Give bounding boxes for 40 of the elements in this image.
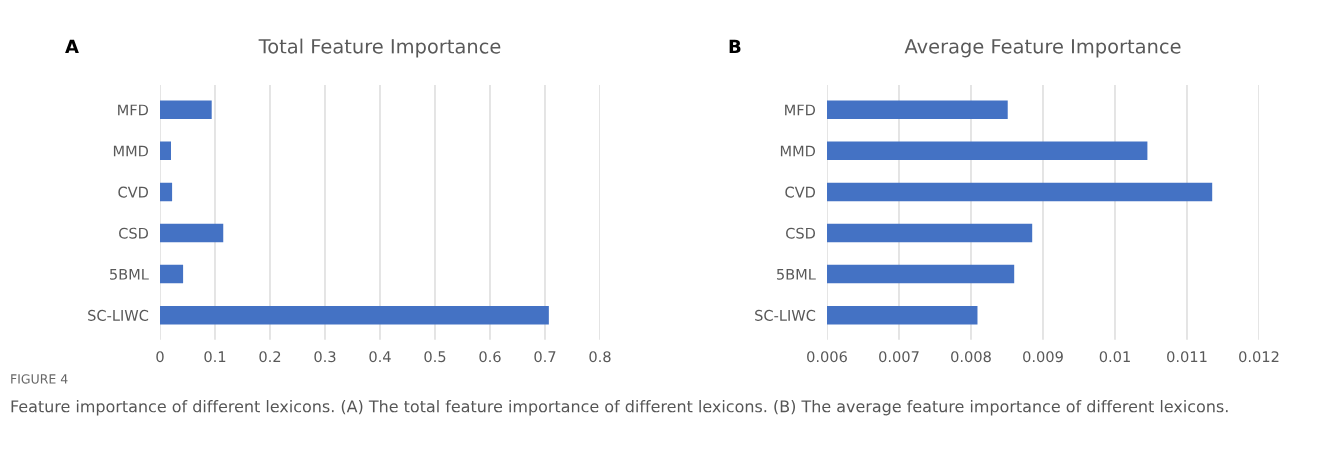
x-tick-label: 0.012 bbox=[1239, 351, 1279, 363]
y-tick-label: CSD bbox=[786, 227, 816, 239]
x-tick-label: 0.8 bbox=[589, 351, 611, 363]
bar bbox=[160, 141, 171, 161]
bar bbox=[160, 264, 184, 284]
text: B bbox=[729, 39, 741, 53]
y-tick-label: MFD bbox=[118, 104, 149, 116]
caption: FIGURE 4 bbox=[11, 374, 68, 384]
y-tick-label: CVD bbox=[785, 186, 816, 198]
x-tick-label: 0.01 bbox=[1099, 351, 1130, 363]
y-tick-label: SC-LIWC bbox=[88, 309, 149, 321]
x-tick-label: 0 bbox=[156, 351, 164, 363]
x-tick-label: 0.006 bbox=[807, 351, 847, 363]
chart-title: Average Feature Importance bbox=[904, 39, 1181, 58]
x-tick-label: 0.009 bbox=[1023, 351, 1063, 363]
y-tick-label: CSD bbox=[119, 227, 149, 239]
x-tick-label: 0.008 bbox=[951, 351, 991, 363]
chart-title: Total Feature Importance bbox=[258, 38, 501, 58]
x-tick-label: 0.6 bbox=[479, 351, 501, 363]
x-tick-label: 0.1 bbox=[204, 351, 226, 363]
x-tick-label: 0.007 bbox=[879, 351, 919, 363]
bar bbox=[160, 100, 212, 119]
y-tick-label: SC-LIWC bbox=[755, 309, 816, 321]
y-tick-label: 5BML bbox=[777, 268, 816, 280]
y-tick-label: MMD bbox=[780, 145, 816, 157]
y-tick-label: 5BML bbox=[110, 268, 149, 280]
x-tick-label: 0.2 bbox=[259, 351, 281, 363]
bar bbox=[160, 182, 173, 202]
x-tick-label: 0.4 bbox=[369, 351, 391, 363]
x-tick-label: 0.7 bbox=[534, 351, 556, 363]
bar bbox=[160, 223, 224, 243]
text: Feature importance of different lexicons. (A) The total feature importance of different lexicons. (B) The average feature importance of different lexicons. bbox=[11, 400, 1228, 416]
x-tick-label: 0.3 bbox=[314, 351, 336, 363]
x-tick-label: 0.5 bbox=[424, 351, 446, 363]
y-tick-label: MFD bbox=[785, 104, 816, 116]
x-tick-label: 0.011 bbox=[1167, 351, 1207, 363]
bar bbox=[160, 305, 549, 325]
y-tick-label: CVD bbox=[118, 186, 149, 198]
text: A bbox=[65, 39, 79, 53]
y-tick-label: MMD bbox=[113, 145, 149, 157]
